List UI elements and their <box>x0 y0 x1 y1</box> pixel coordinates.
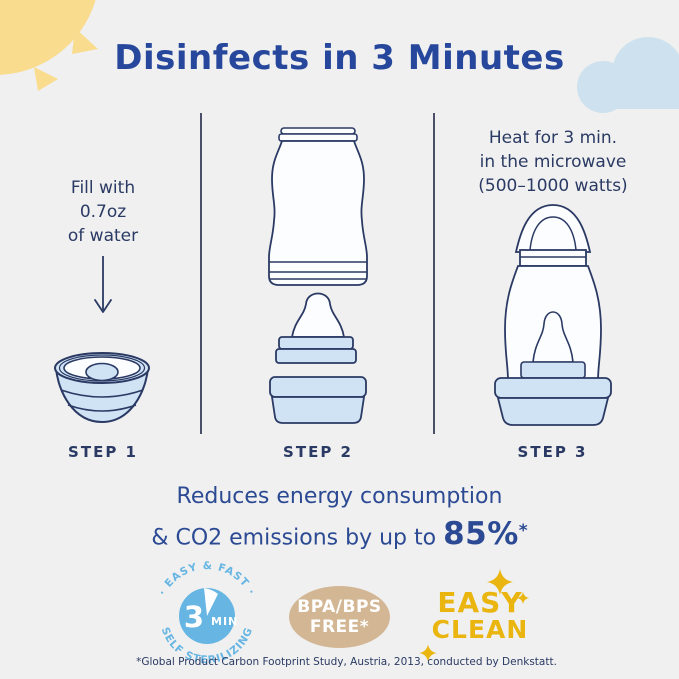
badge-minutes-unit: MIN <box>211 615 238 628</box>
step3-label: STEP 3 <box>517 443 588 461</box>
nipple-illustration <box>275 292 357 364</box>
step2-label: STEP 2 <box>283 443 353 461</box>
sparkle-icon <box>419 644 437 662</box>
water-bowl-illustration <box>54 352 150 424</box>
self-sterilizing-badge: 3 MIN · EASY & FAST · SELF STERILIZING <box>156 560 256 666</box>
sparkle-icon <box>516 591 530 605</box>
badge-minutes-value: 3 <box>184 600 204 634</box>
bottle-body-illustration <box>268 127 368 286</box>
clock-hand-icon <box>204 588 218 616</box>
assembled-bottle-illustration <box>494 204 612 426</box>
sterilizer-base-illustration <box>269 376 367 424</box>
energy-claim: Reduces energy consumption & CO2 emissio… <box>0 482 679 557</box>
sun-icon <box>0 0 98 91</box>
page-title: Disinfects in 3 Minutes <box>114 38 565 78</box>
step3-instruction: Heat for 3 min. in the microwave (500–10… <box>478 128 628 196</box>
claim-highlight: 85% <box>443 516 519 553</box>
nipple-inside-illustration <box>532 311 574 363</box>
sparkle-icon <box>487 569 513 595</box>
column-divider <box>433 113 435 434</box>
down-arrow-icon <box>94 256 112 313</box>
claim-line1: Reduces energy consumption <box>176 484 503 509</box>
footnote-marker: * <box>518 521 528 541</box>
step1-instruction: Fill with 0.7oz of water <box>67 178 139 246</box>
step1-label: STEP 1 <box>68 443 138 461</box>
column-divider <box>200 113 202 434</box>
cloud-icon <box>577 37 679 113</box>
footnote: *Global Product Carbon Footprint Study, … <box>136 656 557 668</box>
bpa-free-badge: BPA/BPS FREE* <box>289 586 390 648</box>
easy-clean-badge: EASY CLEAN <box>431 586 529 644</box>
claim-line2: & CO2 emissions by up to 85%* <box>151 516 528 553</box>
